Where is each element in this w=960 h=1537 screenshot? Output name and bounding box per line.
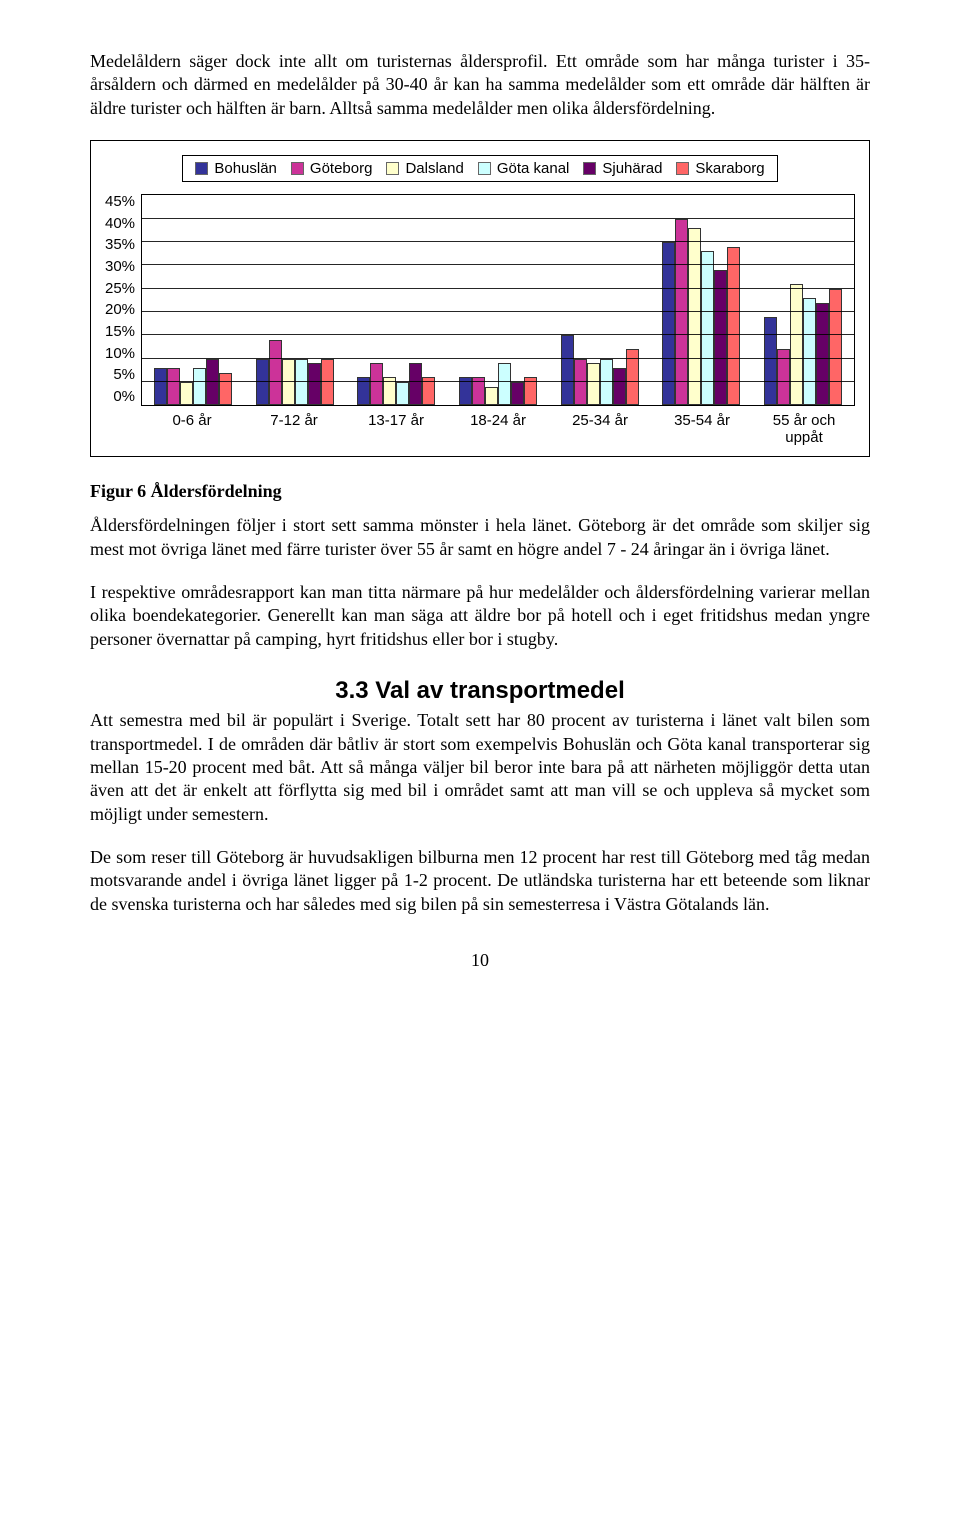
y-tick: 25% xyxy=(105,281,135,296)
legend-label: Göteborg xyxy=(310,160,373,177)
bar xyxy=(370,363,383,405)
y-tick: 10% xyxy=(105,346,135,361)
bar-group xyxy=(651,195,753,405)
bar xyxy=(269,340,282,405)
bar xyxy=(193,368,206,405)
bar-group xyxy=(447,195,549,405)
chart-legend: Bohuslän Göteborg Dalsland Göta kanal Sjuhär… xyxy=(182,155,777,182)
bar xyxy=(308,363,321,405)
bar xyxy=(600,359,613,406)
paragraph-5: De som reser till Göteborg är huvudsakli… xyxy=(90,846,870,916)
bar xyxy=(675,219,688,406)
y-tick: 0% xyxy=(113,389,135,404)
bar xyxy=(498,363,511,405)
page: Medelåldern säger dock inte allt om turi… xyxy=(0,0,960,1011)
bar xyxy=(511,382,524,405)
bar xyxy=(154,368,167,405)
legend-item: Sjuhärad xyxy=(583,160,662,177)
x-label: 7-12 år xyxy=(243,412,345,446)
bar-groups xyxy=(142,195,854,405)
bar xyxy=(256,359,269,406)
legend-label: Göta kanal xyxy=(497,160,570,177)
legend-swatch xyxy=(583,162,596,175)
legend-label: Dalsland xyxy=(405,160,463,177)
bar xyxy=(321,359,334,406)
bar xyxy=(396,382,409,405)
bar xyxy=(587,363,600,405)
legend-swatch xyxy=(195,162,208,175)
bar-group xyxy=(549,195,651,405)
legend-item: Bohuslän xyxy=(195,160,277,177)
y-tick: 45% xyxy=(105,194,135,209)
section-heading: 3.3 Val av transportmedel xyxy=(90,677,870,705)
paragraph-4: Att semestra med bil är populärt i Sveri… xyxy=(90,709,870,826)
paragraph-intro: Medelåldern säger dock inte allt om turi… xyxy=(90,50,870,120)
bar xyxy=(485,387,498,406)
plot-wrap: 45% 40% 35% 30% 25% 20% 15% 10% 5% 0% 0-6 år7-12 … xyxy=(105,194,855,446)
figure-caption: Figur 6 Åldersfördelning xyxy=(90,481,870,502)
y-tick: 35% xyxy=(105,237,135,252)
bar xyxy=(816,303,829,406)
bar xyxy=(561,335,574,405)
grid-line xyxy=(142,218,854,219)
bar xyxy=(295,359,308,406)
x-axis: 0-6 år7-12 år13-17 år18-24 år25-34 år35-… xyxy=(141,412,855,446)
bar-group xyxy=(752,195,854,405)
y-tick: 15% xyxy=(105,324,135,339)
bar xyxy=(282,359,295,406)
page-number: 10 xyxy=(90,950,870,971)
legend-swatch xyxy=(478,162,491,175)
x-label: 55 år och uppåt xyxy=(753,412,855,446)
bar xyxy=(701,251,714,405)
paragraph-2: Åldersfördelningen följer i stort sett s… xyxy=(90,514,870,561)
bar xyxy=(829,289,842,406)
legend-item: Dalsland xyxy=(386,160,463,177)
x-label: 0-6 år xyxy=(141,412,243,446)
legend-swatch xyxy=(386,162,399,175)
bar xyxy=(613,368,626,405)
bar-group xyxy=(244,195,346,405)
bar xyxy=(206,359,219,406)
legend-label: Skaraborg xyxy=(695,160,764,177)
grid-line xyxy=(142,358,854,359)
x-label: 35-54 år xyxy=(651,412,753,446)
paragraph-3: I respektive områdesrapport kan man titt… xyxy=(90,581,870,651)
legend-item: Göteborg xyxy=(291,160,373,177)
legend-item: Skaraborg xyxy=(676,160,764,177)
bar xyxy=(688,228,701,405)
plot-area xyxy=(141,194,855,406)
bar xyxy=(219,373,232,406)
legend-swatch xyxy=(291,162,304,175)
plot-column: 0-6 år7-12 år13-17 år18-24 år25-34 år35-… xyxy=(141,194,855,446)
grid-line xyxy=(142,264,854,265)
grid-line xyxy=(142,311,854,312)
bar xyxy=(790,284,803,405)
bar xyxy=(714,270,727,405)
x-label: 25-34 år xyxy=(549,412,651,446)
bar xyxy=(180,382,193,405)
y-tick: 5% xyxy=(113,367,135,382)
y-tick: 40% xyxy=(105,216,135,231)
grid-line xyxy=(142,381,854,382)
bar-group xyxy=(345,195,447,405)
x-label: 18-24 år xyxy=(447,412,549,446)
legend-label: Sjuhärad xyxy=(602,160,662,177)
bar xyxy=(764,317,777,406)
bar xyxy=(167,368,180,405)
y-tick: 30% xyxy=(105,259,135,274)
bar xyxy=(409,363,422,405)
x-label: 13-17 år xyxy=(345,412,447,446)
y-axis: 45% 40% 35% 30% 25% 20% 15% 10% 5% 0% xyxy=(105,194,141,404)
legend-swatch xyxy=(676,162,689,175)
grid-line xyxy=(142,288,854,289)
y-tick: 20% xyxy=(105,302,135,317)
grid-line xyxy=(142,334,854,335)
grid-line xyxy=(142,241,854,242)
bar xyxy=(574,359,587,406)
legend-label: Bohuslän xyxy=(214,160,277,177)
bar xyxy=(803,298,816,405)
chart-container: Bohuslän Göteborg Dalsland Göta kanal Sjuhär… xyxy=(90,140,870,457)
legend-item: Göta kanal xyxy=(478,160,570,177)
bar-group xyxy=(142,195,244,405)
